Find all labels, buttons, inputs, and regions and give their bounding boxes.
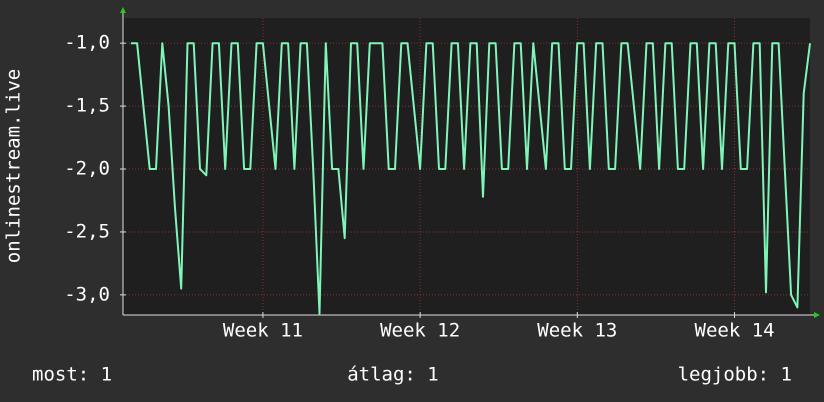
y-tick-label: -2,5: [64, 220, 110, 242]
x-tick-label: Week 13: [537, 320, 617, 342]
y-arrow: [120, 7, 126, 13]
y-tick-label: -1,5: [64, 95, 110, 117]
data-line: [130, 42, 811, 315]
stat-label: legjobb: 1: [678, 364, 792, 386]
stat-label: most: 1: [32, 364, 112, 386]
x-tick-label: Week 11: [223, 320, 303, 342]
y-axis-label: onlinestream.live: [3, 69, 25, 263]
x-arrow: [814, 312, 820, 318]
y-tick-label: -2,0: [64, 158, 110, 180]
x-tick-label: Week 14: [695, 320, 775, 342]
y-tick-label: -3,0: [64, 283, 110, 305]
x-tick-label: Week 12: [380, 320, 460, 342]
y-tick-label: -1,0: [64, 32, 110, 54]
stat-label: átlag: 1: [347, 364, 439, 386]
plot-area: [123, 18, 810, 315]
